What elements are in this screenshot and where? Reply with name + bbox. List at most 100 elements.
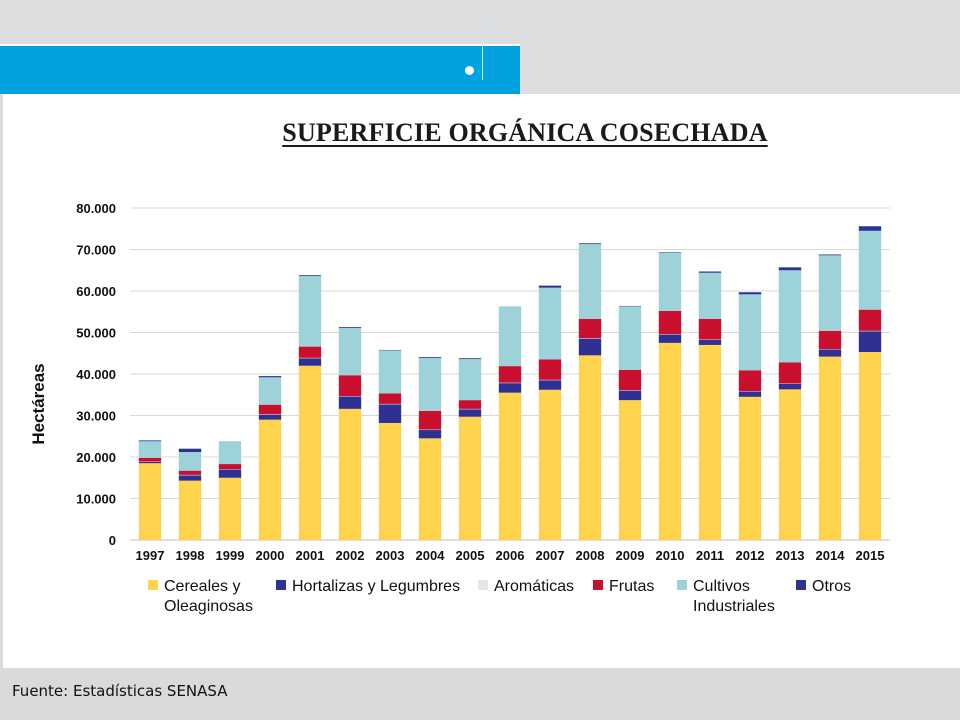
bar-segment	[418, 410, 442, 430]
x-tick-label: 2005	[456, 548, 485, 563]
legend-label: Otros	[812, 578, 851, 595]
bar-segment	[218, 464, 242, 470]
x-tick-label: 2015	[856, 548, 885, 563]
bar-segment	[418, 357, 442, 411]
bar-segment	[658, 342, 682, 540]
bar-segment	[418, 430, 442, 439]
bar-segment	[818, 330, 842, 350]
bar-segment	[298, 358, 322, 366]
bar-segment	[218, 469, 242, 478]
bar-segment	[618, 369, 642, 391]
bar-segment	[858, 352, 882, 540]
x-tick-label: 2006	[496, 548, 525, 563]
bar-segment	[738, 396, 762, 540]
y-tick-label: 70.000	[76, 243, 116, 258]
bar-segment	[458, 409, 482, 417]
footer-band	[0, 668, 960, 720]
bar-segment	[818, 349, 842, 357]
legend-swatch	[677, 580, 687, 590]
legend-label: Cultivos	[693, 578, 750, 595]
bar-segment	[698, 271, 722, 273]
header-accent-line	[0, 44, 520, 46]
bar-segment	[578, 244, 602, 319]
bar-segment	[538, 359, 562, 380]
bar-segment	[698, 318, 722, 340]
bar-segment	[818, 356, 842, 540]
bar-segment	[298, 365, 322, 540]
header-accent-bar	[0, 46, 520, 94]
bar-segment	[578, 243, 602, 245]
bar-segment	[258, 419, 282, 540]
y-axis-label: Hectáreas	[29, 363, 48, 444]
bar-segment	[778, 362, 802, 384]
bar-segment	[378, 422, 402, 540]
bar-segment	[138, 463, 162, 540]
decorative-line	[482, 20, 483, 80]
legend-swatch	[593, 580, 603, 590]
bar-segment	[378, 404, 402, 423]
x-tick-label: 2010	[656, 548, 685, 563]
x-tick-label: 2014	[816, 548, 846, 563]
bar-segment	[858, 309, 882, 331]
bar-segment	[458, 416, 482, 540]
legend-swatch	[148, 580, 158, 590]
bar-segment	[338, 327, 362, 328]
bar-segment	[298, 346, 322, 358]
bar-segment	[578, 338, 602, 356]
bar-segment	[178, 448, 202, 453]
legend-label: Industriales	[693, 598, 775, 615]
bar-segment	[338, 396, 362, 409]
x-tick-label: 2008	[576, 548, 605, 563]
x-tick-label: 2001	[296, 548, 325, 563]
bar-segment	[738, 370, 762, 392]
bar-segment	[658, 334, 682, 343]
legend-label: Hortalizas y Legumbres	[292, 578, 460, 595]
bar-segment	[378, 393, 402, 404]
slide-title: SUPERFICIE ORGÁNICA COSECHADA	[282, 118, 768, 147]
x-tick-label: 1998	[176, 548, 205, 563]
bar-segment	[738, 292, 762, 295]
bar-segment	[498, 392, 522, 540]
bar-segment	[338, 408, 362, 540]
legend-label: Frutas	[609, 578, 654, 595]
bar-segment	[458, 400, 482, 409]
bar-segment	[298, 275, 322, 277]
y-tick-label: 40.000	[76, 367, 116, 382]
legend-label: Aromáticas	[494, 578, 574, 595]
bar-segment	[258, 377, 282, 405]
legend-label: Oleaginosas	[164, 598, 253, 615]
bar-segment	[418, 356, 442, 358]
bar-segment	[698, 272, 722, 319]
bar-segment	[498, 383, 522, 393]
bar-segment	[538, 285, 562, 288]
bar-segment	[658, 310, 682, 335]
bar-segment	[618, 306, 642, 370]
legend-swatch	[478, 580, 488, 590]
x-tick-label: 2012	[736, 548, 765, 563]
legend-swatch	[276, 580, 286, 590]
x-tick-label: 2007	[536, 548, 565, 563]
y-tick-label: 60.000	[76, 284, 116, 299]
bar-segment	[258, 404, 282, 415]
bar-segment	[818, 255, 842, 331]
bar-segment	[778, 267, 802, 271]
bar-segment	[138, 461, 162, 464]
bar-segment	[178, 470, 202, 475]
bar-segment	[618, 390, 642, 401]
x-tick-label: 2000	[256, 548, 285, 563]
bar-segment	[258, 414, 282, 420]
y-tick-label: 10.000	[76, 492, 116, 507]
bar-segment	[498, 306, 522, 367]
x-tick-label: 1997	[136, 548, 165, 563]
x-tick-label: 2003	[376, 548, 405, 563]
bar-segment	[298, 276, 322, 347]
legend-swatch	[796, 580, 806, 590]
bar-segment	[178, 452, 202, 471]
bar-segment	[258, 376, 282, 378]
bar-segment	[858, 331, 882, 353]
bar-segment	[498, 366, 522, 383]
x-tick-label: 2002	[336, 548, 365, 563]
bar-segment	[178, 480, 202, 540]
bar-segment	[418, 438, 442, 540]
